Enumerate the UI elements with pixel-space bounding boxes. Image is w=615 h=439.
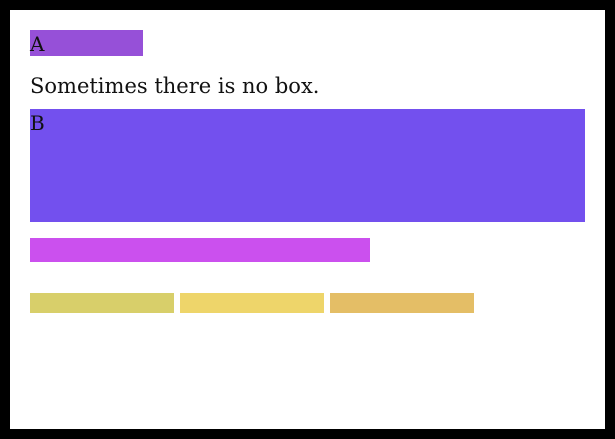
box-a: A xyxy=(30,30,143,56)
row-segment xyxy=(180,293,324,313)
page-canvas: A Sometimes there is no box. B xyxy=(10,10,605,429)
box-b-label: B xyxy=(30,111,45,135)
box-a-label: A xyxy=(30,32,45,56)
magenta-bar xyxy=(30,238,370,262)
box-b: B xyxy=(30,109,585,222)
row-segment xyxy=(330,293,474,313)
row-segment xyxy=(30,293,174,313)
caption-text: Sometimes there is no box. xyxy=(30,74,320,98)
segment-row xyxy=(30,293,474,313)
